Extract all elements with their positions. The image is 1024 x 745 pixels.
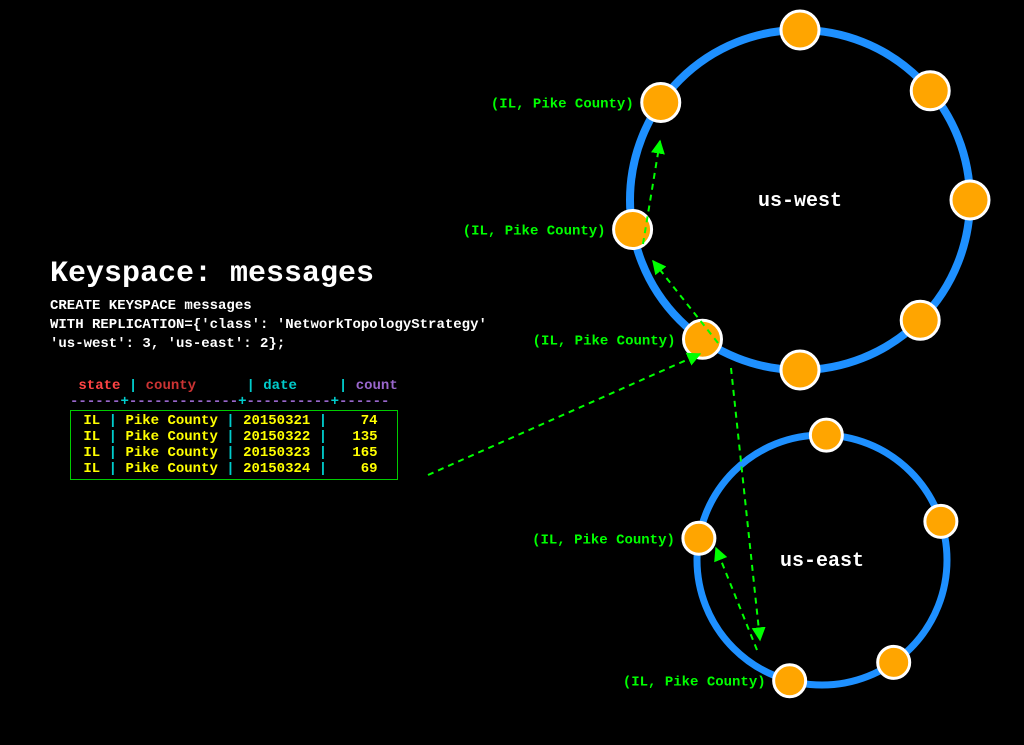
topology-diagram: us-west (IL, Pike County) (IL, Pike County… bbox=[0, 0, 1024, 745]
node-label: (IL, Pike County) bbox=[463, 224, 606, 240]
node-label: (IL, Pike County) bbox=[623, 675, 766, 691]
node-icon bbox=[810, 419, 842, 451]
node-icon bbox=[683, 522, 715, 554]
node-label: (IL, Pike County) bbox=[532, 532, 675, 548]
node-label: (IL, Pike County) bbox=[491, 96, 634, 112]
ring-label: us-east bbox=[780, 550, 864, 573]
node-icon bbox=[901, 301, 939, 339]
replication-arrow bbox=[428, 354, 700, 475]
node-icon bbox=[781, 11, 819, 49]
ring-label: us-west bbox=[758, 190, 842, 213]
node-icon bbox=[774, 665, 806, 697]
node-icon bbox=[925, 505, 957, 537]
node-label: (IL, Pike County) bbox=[533, 333, 676, 349]
node-icon bbox=[878, 646, 910, 678]
node-icon bbox=[642, 83, 680, 121]
replication-arrow bbox=[731, 368, 760, 640]
node-icon bbox=[911, 72, 949, 110]
node-icon bbox=[781, 351, 819, 389]
node-icon bbox=[951, 181, 989, 219]
